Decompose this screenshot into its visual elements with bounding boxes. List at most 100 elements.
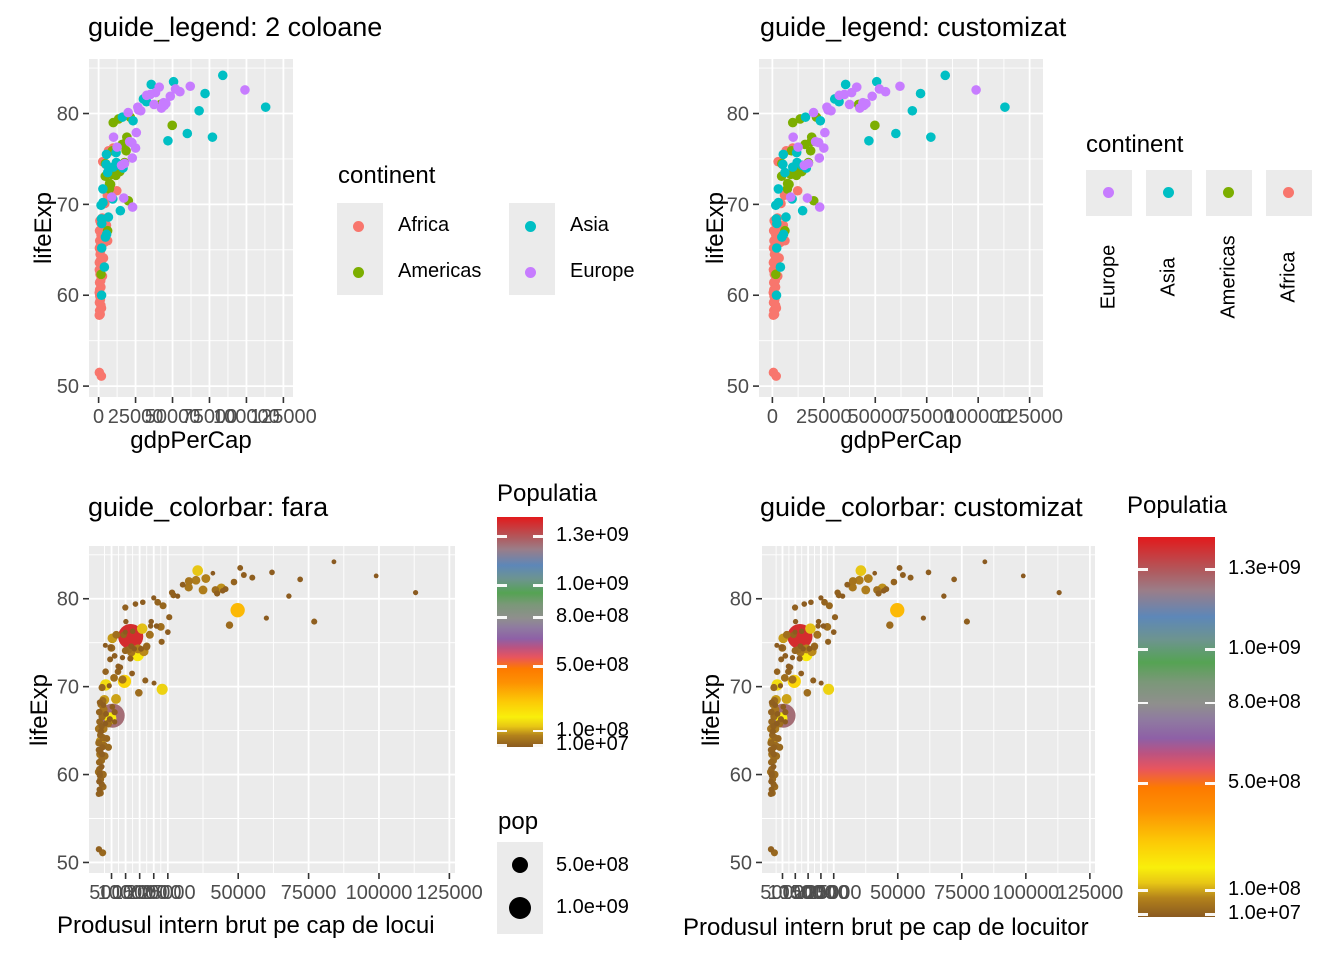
data-point	[941, 593, 947, 599]
data-point	[788, 132, 798, 142]
axis-ticks	[753, 112, 1031, 403]
data-point	[96, 290, 107, 301]
data-point	[127, 655, 134, 662]
data-point	[854, 575, 864, 585]
data-point	[770, 269, 781, 280]
legend-key-americas-icon	[353, 267, 364, 278]
colorbar-tick-label: 1.0e+09	[1228, 637, 1301, 660]
data-point	[808, 107, 819, 118]
data-point	[768, 708, 775, 716]
x-axis-title: gdpPerCap	[840, 427, 962, 454]
data-point	[104, 743, 112, 751]
y-tick-label: 80	[57, 104, 79, 126]
x-tick-label: 125000	[1057, 882, 1124, 904]
data-point	[96, 778, 102, 785]
data-point	[780, 167, 790, 178]
data-point	[840, 79, 851, 90]
y-tick-label: 80	[727, 104, 749, 126]
data-point	[774, 710, 781, 717]
data-point	[844, 99, 855, 110]
data-point	[132, 601, 139, 607]
data-point	[170, 84, 181, 94]
colorbar-tick-mark	[1205, 701, 1215, 705]
data-point	[121, 647, 129, 655]
y-tick-label: 50	[730, 852, 752, 874]
data-point	[131, 127, 142, 138]
data-point	[102, 668, 109, 675]
data-point	[153, 623, 160, 629]
data-point	[863, 574, 873, 583]
axis-ticks	[83, 112, 285, 403]
legend-key-strip	[337, 203, 383, 295]
x-tick-label: 10000	[98, 882, 154, 904]
colorbar-tick-mark	[1138, 648, 1148, 651]
x-tick-label: 50000	[847, 406, 903, 428]
data-point	[782, 652, 789, 659]
data-point	[777, 683, 784, 689]
data-point	[102, 167, 113, 178]
x-tick-label: 15000	[112, 882, 168, 904]
data-point	[165, 91, 176, 102]
colorbar-tick-mark	[497, 584, 507, 587]
colorbar-title: Populatia	[1127, 492, 1228, 519]
panel-guide-legend-2coloane: guide_legend: 2 coloane 0 25000 50000 75000…	[0, 0, 672, 480]
data-point	[108, 117, 119, 128]
data-point	[792, 185, 803, 196]
data-point	[896, 565, 903, 571]
data-point	[890, 578, 898, 586]
data-point	[123, 618, 129, 625]
data-point	[774, 735, 782, 743]
colorbar-gradient	[1138, 537, 1215, 917]
data-point	[788, 675, 797, 684]
data-point	[121, 145, 131, 156]
data-point	[925, 569, 932, 576]
data-point	[127, 153, 138, 163]
data-point	[776, 743, 784, 751]
data-point	[240, 572, 247, 578]
data-point	[785, 192, 796, 202]
legend-key-asia-icon	[1163, 187, 1174, 198]
legend-key-europe-icon	[1103, 187, 1114, 198]
points-layer	[768, 70, 1010, 381]
data-point	[96, 200, 106, 211]
data-point	[200, 88, 210, 99]
legend-key-europe-icon	[525, 267, 536, 278]
data-point	[109, 703, 116, 710]
data-point	[95, 846, 103, 853]
data-point	[787, 117, 798, 128]
colorbar-gradient	[497, 517, 543, 747]
colorbar-title: Populatia	[497, 480, 598, 507]
data-point	[770, 683, 778, 692]
data-point	[130, 143, 141, 153]
data-point	[100, 232, 111, 242]
data-point	[107, 656, 114, 663]
x-tick-label: 125000	[996, 406, 1063, 428]
data-point	[112, 630, 121, 639]
major-gridlines	[89, 59, 293, 397]
data-point	[96, 300, 106, 311]
data-point	[810, 136, 821, 147]
colorbar-tick-mark	[497, 535, 507, 538]
data-point	[796, 655, 803, 662]
data-point	[269, 569, 275, 576]
colorbar-tick-label: 1.3e+09	[556, 524, 629, 547]
x-tick-label: 25000	[796, 406, 852, 428]
data-point	[772, 702, 779, 709]
data-point	[123, 107, 133, 118]
data-point	[207, 132, 218, 142]
data-point	[219, 588, 226, 594]
data-point	[119, 654, 126, 661]
data-point	[774, 642, 780, 648]
data-point	[880, 588, 887, 594]
data-point	[818, 680, 824, 686]
plot-title: guide_colorbar: customizat	[760, 492, 1083, 522]
data-point	[1000, 102, 1010, 112]
data-point	[98, 683, 106, 692]
data-point	[819, 143, 829, 153]
x-tick-label: 20000	[793, 882, 849, 904]
colorbar-tick-mark	[497, 616, 507, 619]
data-point	[103, 735, 111, 743]
data-point	[815, 618, 822, 625]
data-point	[249, 574, 256, 581]
